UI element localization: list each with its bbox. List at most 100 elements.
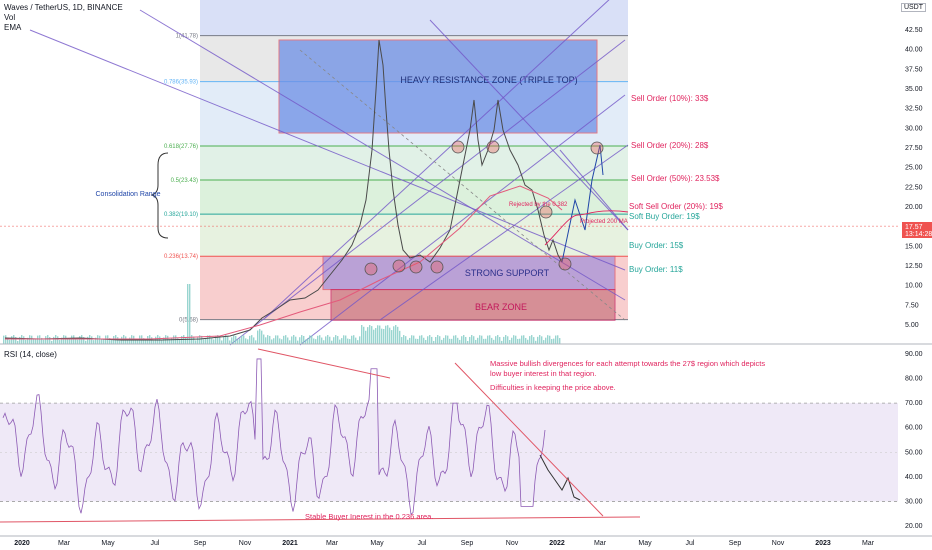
- volume-bar: [363, 326, 365, 344]
- order-annotation-soft-buy: Soft Buy Order: 19$: [629, 212, 700, 221]
- volume-bar: [505, 335, 507, 344]
- volume-bar: [379, 325, 381, 344]
- trend-line: [264, 0, 610, 319]
- currency-badge[interactable]: USDT: [900, 3, 926, 12]
- price-tick-label: 40.00: [905, 47, 923, 54]
- volume-bar: [129, 337, 131, 344]
- volume-bar: [311, 335, 313, 344]
- order-annotation-sell-20: Sell Order (20%): 28$: [631, 141, 709, 150]
- volume-bar: [437, 335, 439, 344]
- projected-200ma-curve: [544, 210, 629, 246]
- volume-bar: [71, 335, 73, 344]
- volume-bar: [297, 340, 299, 344]
- volume-bar: [387, 325, 389, 344]
- volume-bar: [485, 338, 487, 344]
- volume-bar: [515, 335, 517, 344]
- volume-bar: [513, 335, 515, 344]
- volume-bar: [545, 337, 547, 344]
- touch-point-circle: [409, 260, 423, 274]
- volume-bar: [391, 330, 393, 344]
- volume-bar: [21, 335, 23, 344]
- volume-bar: [119, 340, 121, 344]
- bear-zone-label: BEAR ZONE: [475, 302, 527, 312]
- volume-bar: [249, 335, 251, 344]
- volume-bar: [403, 335, 405, 344]
- volume-bar: [279, 338, 281, 344]
- volume-bar: [137, 338, 139, 344]
- volume-bar: [267, 335, 269, 344]
- volume-bar: [79, 336, 81, 344]
- volume-bar: [481, 335, 483, 344]
- volume-bar: [143, 338, 145, 344]
- volume-bar: [193, 336, 195, 344]
- volume-bar: [29, 335, 31, 344]
- volume-bar: [459, 339, 461, 344]
- order-annotation-sell-10: Sell Order (10%): 33$: [631, 94, 709, 103]
- volume-bar: [323, 340, 325, 344]
- volume-bar: [65, 335, 67, 344]
- volume-bar: [401, 337, 403, 344]
- volume-bar: [517, 338, 519, 344]
- volume-bar: [407, 339, 409, 344]
- volume-bar: [537, 336, 539, 344]
- fib-level-label: 0.236(13.74): [164, 254, 198, 260]
- volume-bar: [257, 330, 259, 344]
- time-tick-label: Mar: [326, 540, 339, 547]
- volume-bar: [439, 336, 441, 344]
- volume-bar: [423, 337, 425, 344]
- volume-bar: [13, 335, 15, 344]
- fib-extension-zone: [200, 0, 628, 36]
- volume-bar: [487, 335, 489, 344]
- volume-bar: [415, 338, 417, 344]
- rsi-difficulty-note: Difficulties in keeping the price above.: [490, 383, 616, 392]
- volume-bar: [539, 335, 541, 344]
- volume-bar: [37, 335, 39, 344]
- volume-bar: [195, 340, 197, 344]
- volume-bar: [335, 335, 337, 344]
- volume-bar: [361, 325, 363, 344]
- volume-bar: [511, 337, 513, 344]
- axes: 42.50 40.00 37.50 35.00 32.50 30.00 27.50 25.00…: [0, 27, 932, 547]
- volume-bar: [57, 336, 59, 344]
- volume-bar: [473, 336, 475, 344]
- volume-bar: [243, 335, 245, 344]
- volume-bar: [199, 335, 201, 344]
- rsi-stable-note: Stable Buyer Inerest in the 0.236 area.: [305, 512, 433, 521]
- volume-bar: [213, 339, 215, 344]
- volume-bar: [307, 338, 309, 344]
- volume-bar: [25, 339, 27, 344]
- consolidation-bracket: [150, 152, 169, 239]
- volume-bar: [127, 340, 129, 344]
- volume-bar: [55, 335, 57, 344]
- touch-point-circle: [451, 140, 465, 154]
- volume-bar: [99, 335, 101, 344]
- trend-line: [299, 94, 626, 346]
- volume-bar: [255, 340, 257, 344]
- ema-indicator-label[interactable]: EMA: [4, 23, 22, 32]
- volume-bar: [457, 337, 459, 344]
- rsi-tick-label: 50.00: [905, 449, 923, 456]
- resistance-zone-box: [278, 39, 598, 134]
- volume-indicator-label[interactable]: Vol: [4, 13, 16, 22]
- resistance-zone-label: HEAVY RESISTANCE ZONE (TRIPLE TOP): [400, 75, 577, 85]
- volume-bar: [181, 335, 183, 344]
- time-tick-label: May: [370, 540, 384, 547]
- price-tick-label: 5.00: [905, 322, 919, 329]
- volume-bar: [163, 337, 165, 344]
- time-tick-label: Jul: [686, 540, 695, 547]
- time-tick-label: Sep: [461, 540, 474, 547]
- volume-bar: [493, 339, 495, 344]
- volume-bar: [313, 338, 315, 344]
- volume-bar: [295, 336, 297, 344]
- volume-bar: [135, 339, 137, 344]
- volume-bar: [87, 336, 89, 344]
- volume-bar: [357, 340, 359, 344]
- rsi-line: [2, 358, 546, 516]
- time-tick-label: 2023: [815, 540, 831, 547]
- volume-bar: [443, 337, 445, 344]
- volume-bar: [427, 336, 429, 344]
- volume-bar: [205, 338, 207, 344]
- volume-bar: [347, 338, 349, 344]
- volume-bar: [491, 337, 493, 344]
